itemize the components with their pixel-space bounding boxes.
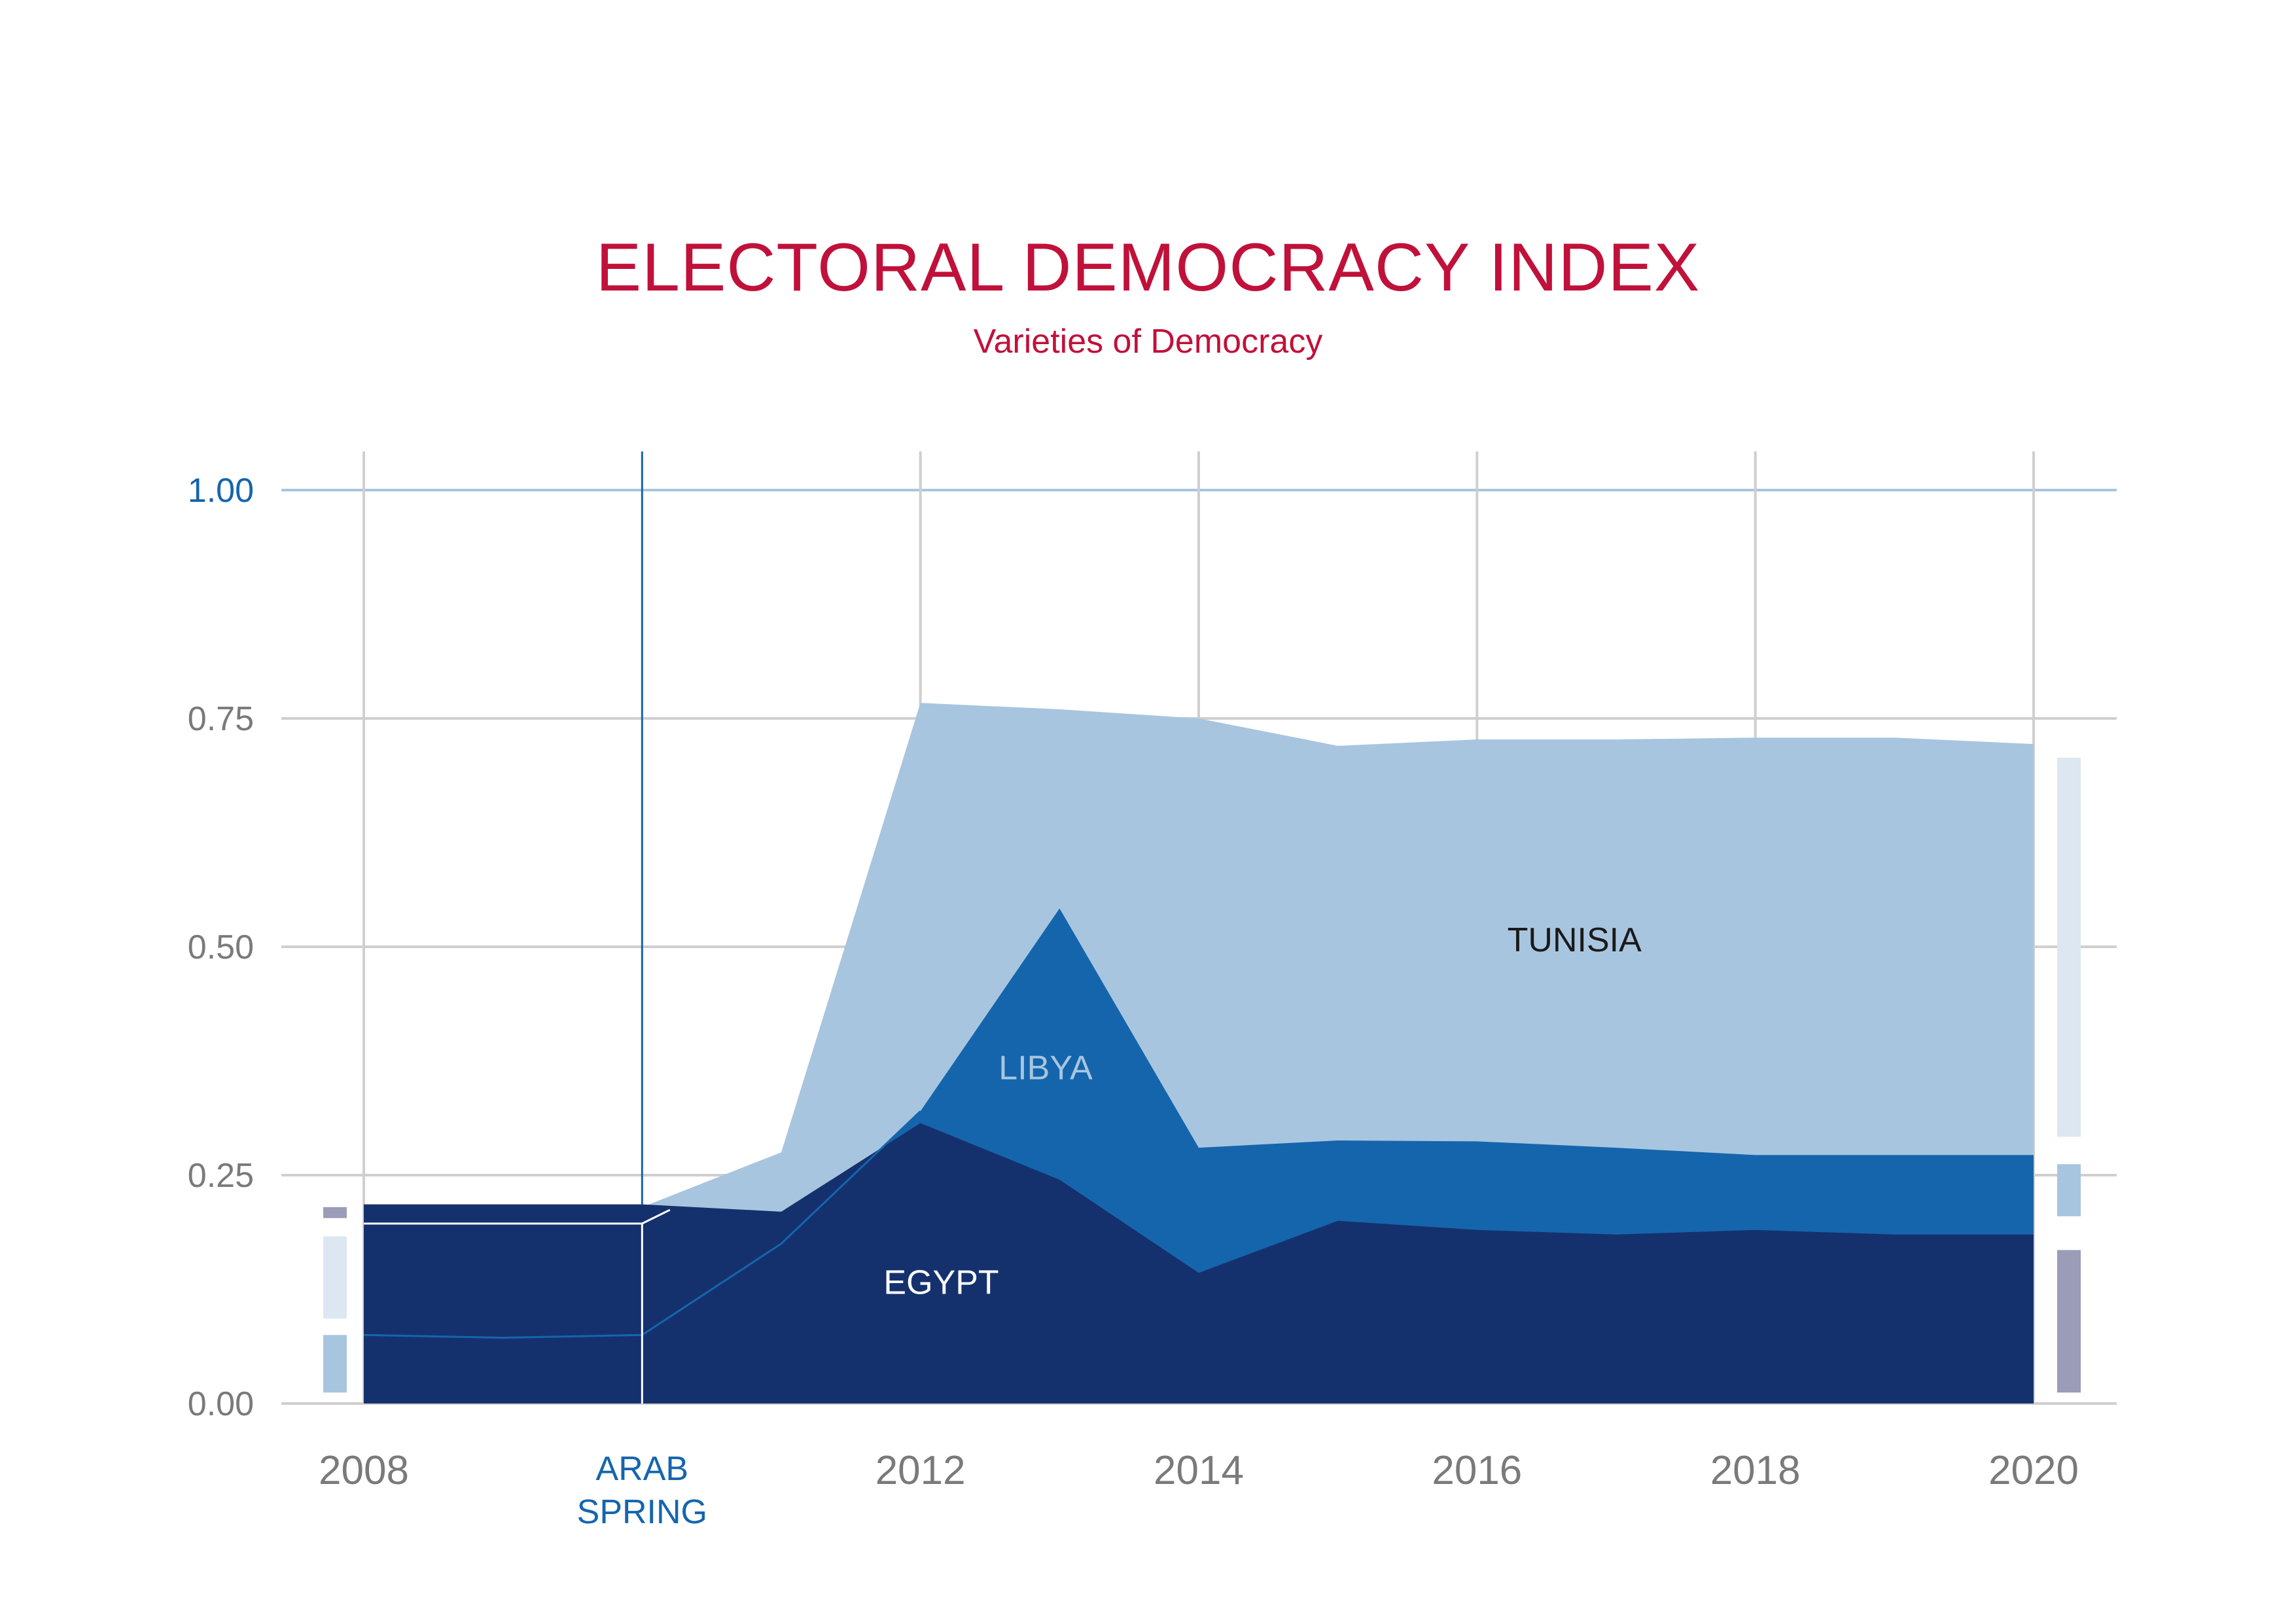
end-marker-left-2 [323,1236,347,1319]
series-label-egypt: EGYPT [883,1263,998,1301]
end-marker-right-3 [2057,758,2081,1137]
y-tick-label-0.50: 0.50 [188,928,254,966]
y-tick-label-1.00: 1.00 [188,472,254,510]
event-label-line-2: SPRING [577,1493,707,1531]
y-tick-label-0.75: 0.75 [188,700,254,738]
y-tick-label-0.25: 0.25 [188,1157,254,1195]
series-label-tunisia: TUNISIA [1508,921,1642,959]
end-marker-left-1 [323,1335,347,1393]
x-tick-label-2008: 2008 [319,1448,409,1493]
x-tick-label-2020: 2020 [1988,1448,2079,1493]
chart-title: ELECTORAL DEMOCRACY INDEX [595,230,1701,306]
y-tick-label-0.00: 0.00 [188,1385,254,1423]
x-tick-label-2012: 2012 [875,1448,966,1493]
x-tick-label-2018: 2018 [1710,1448,1801,1493]
x-tick-label-2014: 2014 [1154,1448,1244,1493]
area-egypt [364,1123,2034,1403]
series-label-libya: LIBYA [998,1049,1093,1087]
end-marker-right-1 [2057,1250,2081,1393]
x-tick-label-2016: 2016 [1432,1448,1522,1493]
end-marker-left-3 [323,1207,347,1218]
event-label-line-1: ARAB [596,1450,689,1488]
chart-subtitle: Varieties of Democracy [973,323,1323,361]
end-marker-right-2 [2057,1164,2081,1216]
